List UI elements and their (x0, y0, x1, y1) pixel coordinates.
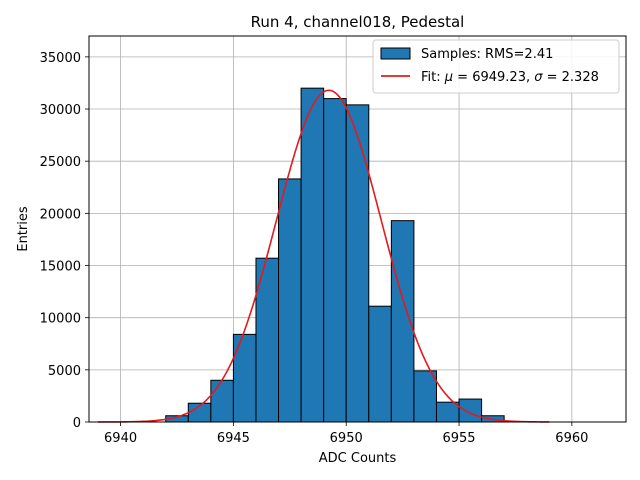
legend-samples-swatch (380, 47, 411, 60)
legend-fit-mu-symbol: μ (444, 70, 453, 85)
x-tick-label: 6960 (555, 431, 588, 446)
legend-fit-mu-value: = 6949.23, (453, 70, 534, 85)
x-tick-label: 6955 (442, 431, 475, 446)
legend-fit-prefix: Fit: (421, 70, 445, 85)
legend: Samples: RMS=2.41 Fit: μ = 6949.23, σ = … (372, 39, 620, 94)
legend-samples-label: Samples: RMS=2.41 (421, 47, 553, 62)
y-tick-label: 15000 (40, 260, 81, 275)
y-tick-label: 0 (73, 416, 81, 431)
legend-fit-sigma-symbol: σ (534, 70, 543, 85)
histogram-bar (278, 178, 302, 423)
histogram-bar (435, 401, 460, 423)
y-tick-label: 30000 (40, 103, 81, 118)
x-axis-label: ADC Counts (319, 451, 397, 466)
legend-box (372, 39, 620, 94)
y-tick-label: 5000 (48, 364, 81, 379)
y-tick-label: 35000 (40, 51, 81, 66)
x-tick-label: 6945 (217, 431, 250, 446)
histogram-bars (165, 87, 505, 423)
histogram-bar (413, 370, 437, 423)
legend-fit-sigma-value: = 2.328 (542, 70, 598, 85)
histogram-bar (232, 333, 257, 423)
axis-ticks: 6940 6945 6950 6955 6960 0 5000 10000 15000 20000… (40, 51, 589, 446)
y-axis-label: Entries (16, 206, 31, 252)
y-tick-label: 10000 (40, 312, 81, 327)
chart-title: Run 4, channel018, Pedestal (251, 13, 465, 31)
fit-curve (98, 89, 550, 423)
x-tick-label: 6950 (330, 431, 363, 446)
y-tick-label: 25000 (40, 155, 81, 170)
x-tick-label: 6940 (104, 431, 137, 446)
legend-fit-label: Fit: μ = 6949.23, σ = 2.328 (421, 70, 599, 85)
y-tick-label: 20000 (40, 207, 81, 222)
histogram-bar (368, 305, 392, 423)
histogram-bar (210, 379, 234, 423)
histogram-bar (345, 104, 370, 423)
histogram-bar (300, 87, 325, 423)
histogram-bar (458, 398, 483, 423)
histogram-bar (323, 98, 347, 423)
plot-frame (88, 35, 627, 423)
